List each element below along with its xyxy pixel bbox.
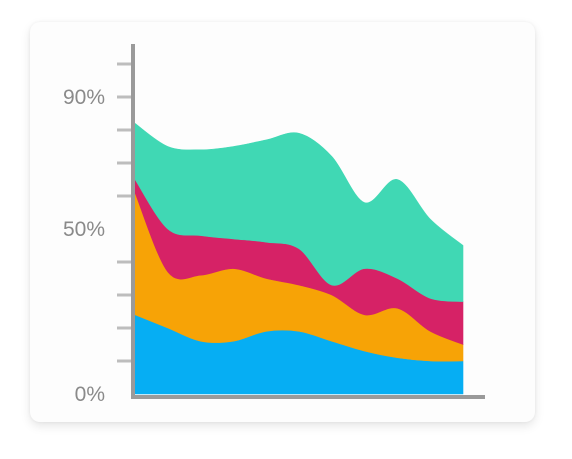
area-series-4	[134, 122, 464, 302]
stacked-area-chart: 0% 50% 90%	[63, 44, 485, 406]
y-tick-label: 50%	[63, 218, 105, 241]
area-series-group	[134, 122, 464, 395]
y-tick-label: 90%	[63, 86, 105, 109]
chart-card: 0% 50% 90%	[30, 22, 535, 422]
y-tick-label: 0%	[75, 383, 105, 406]
